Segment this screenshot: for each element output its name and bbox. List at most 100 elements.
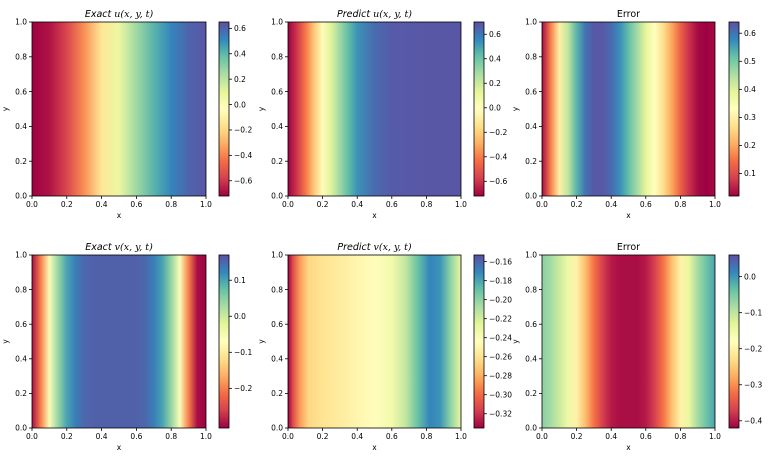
y-tick-label: 1.0	[525, 251, 537, 260]
y-tick-label: 0.6	[15, 87, 27, 96]
y-tick-label: 0.2	[15, 157, 27, 166]
colorbar-tick-label: 0.5	[744, 57, 756, 66]
y-tick-label: 0.4	[271, 122, 283, 131]
y-axis-label: y	[257, 339, 266, 344]
colorbar-tick-label: −0.2	[744, 344, 762, 353]
x-tick-label: 1.0	[709, 200, 721, 209]
y-tick-label: 0.4	[271, 355, 283, 364]
colorbar-tick-label: −0.18	[489, 276, 512, 285]
colorbar-tick-label: 0.0	[744, 272, 756, 281]
colorbar-tick-label: −0.16	[489, 257, 512, 266]
colorbar-tick-label: 0.1	[234, 276, 246, 285]
y-tick-label: 0.4	[15, 122, 27, 131]
y-tick-label: 0.8	[271, 53, 283, 62]
panel-title: Error	[617, 9, 640, 20]
colorbar-tick-label: 0.3	[744, 113, 756, 122]
plot-frame	[541, 21, 716, 197]
y-tick-label: 0.0	[15, 192, 27, 201]
y-tick-label: 1.0	[525, 18, 537, 27]
x-tick-label: 0.6	[640, 200, 652, 209]
plot-frame	[31, 21, 207, 197]
x-tick-label: 0.2	[317, 200, 329, 209]
panel-title: Predict v(x, y, t)	[337, 242, 412, 253]
heatmap-panel: Error 0.0 0.2 0.4 0.6 0.8 1.0 0.0 0.2 0.4 0.6 0.8 1.…	[511, 242, 762, 452]
x-tick-label: 0.0	[282, 200, 294, 209]
y-tick-label: 0.6	[271, 87, 283, 96]
colorbar-tick-label: −0.6	[234, 176, 252, 185]
colorbar-tick-label: −0.26	[489, 352, 512, 361]
x-tick-label: 0.0	[26, 200, 38, 209]
colorbar-tick-label: 0.2	[744, 141, 756, 150]
y-axis-label: y	[257, 106, 266, 111]
heatmap-panel: Exact u(x, y, t) 0.0 0.2 0.4 0.6 0.8 1.0 0.0 0.2…	[1, 9, 252, 220]
y-tick-label: 0.8	[525, 285, 537, 294]
colorbar-tick-label: 0.6	[744, 29, 756, 38]
x-tick-label: 1.0	[200, 432, 212, 441]
colorbar-tick-label: −0.2	[234, 126, 252, 135]
x-axis-label: x	[117, 211, 122, 220]
colorbar-tick-label: 0.6	[489, 30, 501, 39]
x-tick-label: 0.4	[96, 200, 108, 209]
x-tick-label: 0.8	[420, 432, 432, 441]
colorbar	[474, 255, 484, 428]
colorbar-frame	[473, 254, 485, 429]
x-tick-label: 0.2	[317, 432, 329, 441]
x-tick-label: 0.8	[674, 200, 686, 209]
plot-frame	[287, 21, 462, 197]
colorbar-tick-label: 0.0	[234, 100, 246, 109]
y-tick-label: 0.4	[525, 355, 537, 364]
y-tick-label: 0.2	[525, 157, 537, 166]
x-tick-label: 0.2	[571, 200, 583, 209]
panel-title: Predict u(x, y, t)	[337, 9, 412, 20]
colorbar-frame	[473, 21, 485, 197]
y-axis-label: y	[511, 339, 520, 344]
panel-title: Exact u(x, y, t)	[85, 9, 154, 20]
x-tick-label: 0.8	[674, 432, 686, 441]
panel-title: Error	[617, 242, 640, 253]
x-tick-label: 0.4	[96, 432, 108, 441]
plot-frame	[31, 254, 207, 429]
heatmap-panel: Predict u(x, y, t) 0.0 0.2 0.4 0.6 0.8 1.0 0.0 0…	[257, 9, 507, 220]
plot-frame	[541, 254, 716, 429]
colorbar-frame	[218, 254, 230, 429]
y-tick-label: 0.0	[271, 192, 283, 201]
y-axis-label: y	[1, 339, 10, 344]
x-tick-label: 0.0	[536, 432, 548, 441]
colorbar	[474, 22, 484, 196]
colorbar	[729, 22, 739, 196]
heatmap-field	[542, 255, 715, 428]
colorbar-tick-label: 0.1	[744, 169, 756, 178]
x-tick-label: 0.0	[282, 432, 294, 441]
colorbar-tick-label: −0.1	[234, 348, 252, 357]
colorbar-tick-label: −0.24	[489, 333, 512, 342]
heatmap-field	[32, 255, 206, 428]
colorbar-tick-label: −0.4	[234, 151, 252, 160]
x-axis-label: x	[372, 211, 377, 220]
colorbar-tick-label: −0.2	[234, 384, 252, 393]
x-tick-label: 0.8	[165, 200, 177, 209]
y-axis-label: y	[511, 106, 520, 111]
y-tick-label: 0.0	[525, 424, 537, 433]
x-tick-label: 0.6	[130, 200, 142, 209]
panel-title: Exact v(x, y, t)	[85, 242, 153, 253]
y-tick-label: 0.2	[525, 389, 537, 398]
x-tick-label: 0.8	[165, 432, 177, 441]
colorbar-frame	[728, 21, 740, 197]
y-tick-label: 0.0	[15, 424, 27, 433]
y-tick-label: 0.2	[271, 389, 283, 398]
y-tick-label: 0.6	[525, 87, 537, 96]
colorbar-tick-label: 0.4	[744, 85, 756, 94]
y-axis-label: y	[1, 106, 10, 111]
x-tick-label: 1.0	[455, 200, 467, 209]
x-tick-label: 1.0	[455, 432, 467, 441]
heatmap-panel: Exact v(x, y, t) 0.0 0.2 0.4 0.6 0.8 1.0 0.0 0.2…	[1, 242, 252, 452]
heatmap-panel: Predict v(x, y, t) 0.0 0.2 0.4 0.6 0.8 1.0 0.0 0…	[257, 242, 512, 452]
x-tick-label: 0.6	[386, 200, 398, 209]
colorbar	[729, 255, 739, 428]
colorbar-tick-label: 0.2	[234, 75, 246, 84]
x-axis-label: x	[372, 443, 377, 452]
y-tick-label: 0.4	[15, 355, 27, 364]
x-tick-label: 0.4	[605, 432, 617, 441]
y-tick-label: 0.4	[525, 122, 537, 131]
